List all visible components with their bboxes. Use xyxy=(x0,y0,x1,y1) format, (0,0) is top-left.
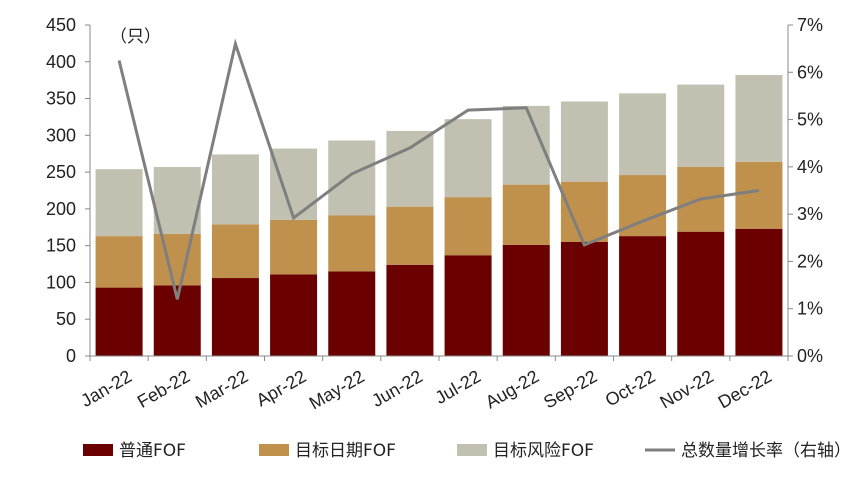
legend-label-3: 目标风险FOF xyxy=(493,441,594,461)
y2-tick-label: 6% xyxy=(797,62,823,82)
bar-3-jan-22 xyxy=(95,169,143,237)
bar-3-may-22 xyxy=(328,140,376,216)
bar-1-apr-22 xyxy=(270,274,318,356)
legend-swatch-1 xyxy=(83,444,113,456)
legend-swatch-2 xyxy=(259,444,289,456)
x-tick-label: Sep-22 xyxy=(540,366,600,412)
bar-2-sep-22 xyxy=(560,181,608,242)
y-tick-label: 50 xyxy=(56,309,76,329)
y-tick-label: 0 xyxy=(66,346,76,366)
bar-2-jun-22 xyxy=(386,206,434,265)
bar-3-jun-22 xyxy=(386,130,434,207)
bar-3-apr-22 xyxy=(270,148,318,220)
bar-1-aug-22 xyxy=(502,244,550,356)
y-tick-label: 250 xyxy=(46,162,76,182)
y-tick-label: 100 xyxy=(46,272,76,292)
bar-3-feb-22 xyxy=(153,166,201,234)
legend-label-4: 总数量增长率（右轴） xyxy=(681,441,850,461)
y-tick-label: 200 xyxy=(46,199,76,219)
y-axis-unit: （只） xyxy=(110,27,161,47)
x-tick-label: Jan-22 xyxy=(77,366,135,411)
y-tick-label: 400 xyxy=(46,52,76,72)
y2-tick-label: 2% xyxy=(797,251,823,271)
bar-2-dec-22 xyxy=(735,161,783,229)
bar-1-oct-22 xyxy=(619,236,667,356)
growth-line-layer xyxy=(117,38,760,300)
bars-layer xyxy=(95,75,783,356)
x-tick-label: Aug-22 xyxy=(482,366,542,412)
bar-1-jun-22 xyxy=(386,264,434,356)
bar-2-apr-22 xyxy=(270,219,318,275)
bar-1-mar-22 xyxy=(211,278,259,356)
y2-tick-label: 0% xyxy=(797,346,823,366)
y-tick-label: 300 xyxy=(46,125,76,145)
y2-tick-label: 3% xyxy=(797,204,823,224)
legend-label-1: 普通FOF xyxy=(119,441,186,461)
bar-1-may-22 xyxy=(328,271,376,356)
bar-3-nov-22 xyxy=(677,84,725,167)
bar-2-jan-22 xyxy=(95,236,143,288)
bar-2-aug-22 xyxy=(502,184,550,245)
y2-tick-label: 4% xyxy=(797,157,823,177)
bar-3-oct-22 xyxy=(619,93,667,176)
bar-2-mar-22 xyxy=(211,224,259,279)
x-tick-label: Dec-22 xyxy=(715,366,775,412)
x-tick-label: Jul-22 xyxy=(432,366,484,408)
x-tick-label: Feb-22 xyxy=(134,366,193,412)
bar-3-jul-22 xyxy=(444,119,492,198)
y2-tick-label: 7% xyxy=(797,15,823,35)
legend-swatch-3 xyxy=(457,444,487,456)
bar-2-feb-22 xyxy=(153,233,201,286)
x-tick-label: Oct-22 xyxy=(602,366,659,410)
y-tick-label: 450 xyxy=(46,15,76,35)
bar-2-may-22 xyxy=(328,215,376,272)
y2-tick-label: 5% xyxy=(797,110,823,130)
bar-3-sep-22 xyxy=(560,101,608,182)
bar-2-jul-22 xyxy=(444,197,492,256)
bar-3-mar-22 xyxy=(211,154,259,225)
x-tick-label: Mar-22 xyxy=(192,366,251,412)
bar-1-jan-22 xyxy=(95,287,143,356)
bar-1-dec-22 xyxy=(735,228,783,356)
bar-2-oct-22 xyxy=(619,175,667,237)
y2-tick-label: 1% xyxy=(797,299,823,319)
legend-label-2: 目标日期FOF xyxy=(295,441,396,461)
bar-1-nov-22 xyxy=(677,231,725,356)
bar-1-sep-22 xyxy=(560,241,608,356)
y-tick-label: 150 xyxy=(46,236,76,256)
x-tick-label: Jun-22 xyxy=(368,366,426,411)
x-tick-label: Nov-22 xyxy=(656,366,716,412)
legend: 普通FOF 目标日期FOF 目标风险FOF 总数量增长率（右轴） xyxy=(83,441,850,461)
x-tick-label: Apr-22 xyxy=(253,366,310,410)
bar-3-dec-22 xyxy=(735,75,783,162)
x-tick-label: May-22 xyxy=(306,366,368,413)
growth-rate-line xyxy=(117,38,760,300)
y-tick-label: 350 xyxy=(46,89,76,109)
bar-1-jul-22 xyxy=(444,255,492,356)
